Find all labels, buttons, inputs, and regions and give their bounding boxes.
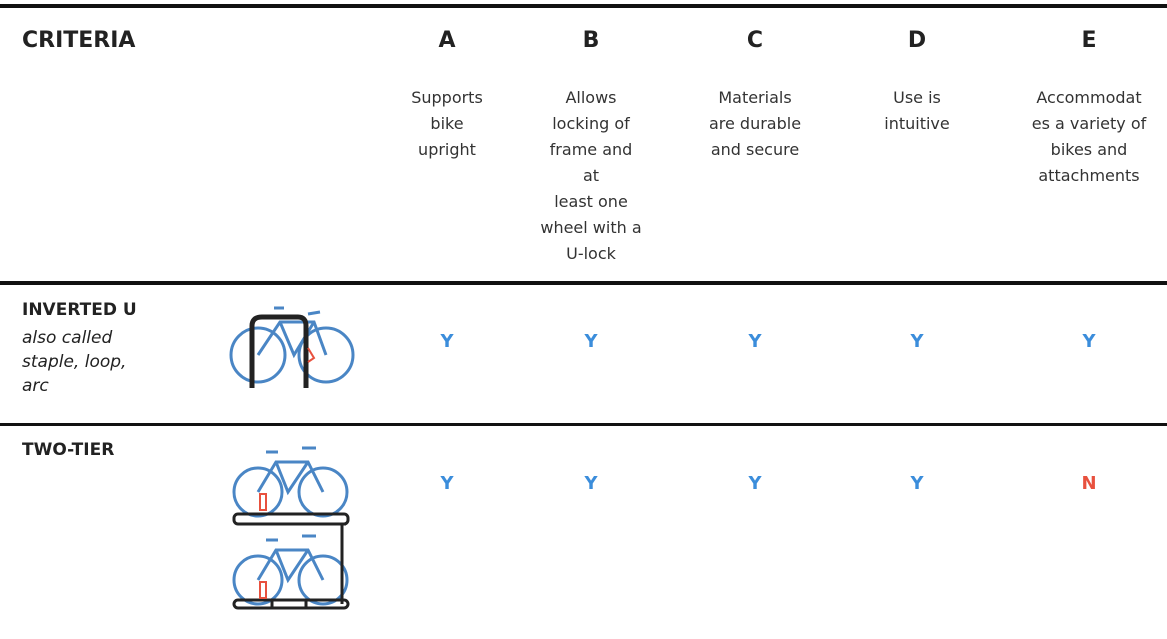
two-tier-icon	[232, 446, 350, 610]
row-name: TWO-TIER	[22, 440, 115, 460]
column-description: least one	[554, 192, 628, 211]
cell-value: Y	[748, 331, 762, 352]
row-rule	[0, 423, 1167, 426]
column-description: are durable	[708, 114, 802, 133]
column-description: at	[582, 166, 600, 185]
column-letter: C	[746, 28, 764, 53]
column-description: locking of	[552, 114, 630, 133]
row-alias: staple, loop,	[22, 352, 127, 372]
top-rule	[0, 4, 1167, 8]
cell-value: N	[1081, 473, 1097, 494]
column-description: intuitive	[884, 114, 950, 133]
header-title: CRITERIA	[22, 28, 136, 53]
cell-value: Y	[440, 473, 454, 494]
column-letter: D	[907, 28, 927, 53]
inverted-u-icon	[229, 306, 355, 388]
row-alias: also called	[22, 328, 113, 348]
cell-value: Y	[584, 331, 598, 352]
cell-value: Y	[910, 331, 924, 352]
column-description: attachments	[1038, 166, 1140, 185]
column-description: wheel with a	[540, 218, 642, 237]
column-description: Supports	[411, 88, 483, 107]
row-name: INVERTED U	[22, 300, 137, 320]
column-description: es a variety of	[1031, 114, 1147, 133]
column-description: Materials	[718, 88, 792, 107]
column-letter: E	[1081, 28, 1097, 53]
header-rule	[0, 281, 1167, 285]
cell-value: Y	[748, 473, 762, 494]
column-description: frame and	[549, 140, 633, 159]
column-description: upright	[418, 140, 476, 159]
row-alias: arc	[22, 376, 49, 396]
cell-value: Y	[584, 473, 598, 494]
column-description: Accommodat	[1036, 88, 1142, 107]
column-description: and secure	[710, 140, 800, 159]
column-letter: A	[438, 28, 456, 53]
column-letter: B	[582, 28, 600, 53]
column-description: bikes and	[1050, 140, 1128, 159]
cell-value: Y	[910, 473, 924, 494]
cell-value: Y	[440, 331, 454, 352]
column-description: Allows	[565, 88, 617, 107]
cell-value: Y	[1082, 331, 1096, 352]
column-description: U-lock	[566, 244, 616, 263]
column-description: bike	[430, 114, 464, 133]
column-description: Use is	[893, 88, 941, 107]
